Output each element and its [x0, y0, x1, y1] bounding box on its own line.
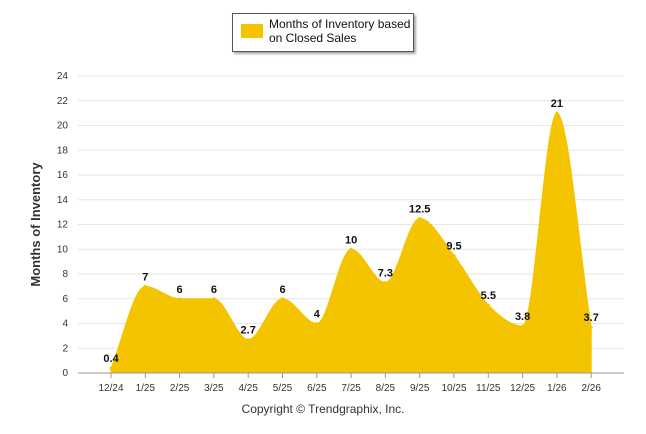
- data-label: 6: [279, 284, 285, 296]
- series-area: [109, 111, 593, 374]
- y-tick-label: 0: [62, 368, 68, 379]
- data-point: [555, 111, 559, 115]
- y-tick-label: 10: [57, 244, 69, 255]
- y-tick-label: 18: [57, 145, 69, 156]
- data-point: [418, 216, 422, 220]
- data-point: [178, 297, 182, 301]
- data-label: 21: [551, 98, 563, 110]
- data-label: 6: [177, 284, 183, 296]
- y-tick-label: 20: [57, 121, 69, 132]
- data-point: [521, 324, 525, 328]
- y-tick-label: 12: [57, 220, 69, 231]
- x-tick-label: 12/24: [98, 383, 123, 394]
- x-tick-label: 9/25: [410, 383, 430, 394]
- copyright-text: Copyright © Trendgraphix, Inc.: [241, 402, 405, 416]
- legend-label: Months of Inventory based on Closed Sale…: [269, 17, 411, 45]
- x-tick-label: 6/25: [307, 383, 327, 394]
- data-label: 6: [211, 284, 217, 296]
- data-point: [486, 303, 490, 307]
- data-label: 9.5: [446, 240, 461, 252]
- x-tick-label: 10/25: [441, 383, 466, 394]
- x-tick-label: 1/26: [547, 383, 567, 394]
- data-point: [315, 322, 319, 325]
- data-label: 7: [142, 271, 148, 283]
- legend: Months of Inventory based on Closed Sale…: [232, 13, 414, 52]
- x-tick-label: 11/25: [476, 383, 501, 394]
- x-tick-label: 2/26: [581, 383, 601, 394]
- x-tick-label: 8/25: [376, 383, 396, 394]
- data-label: 7.3: [378, 268, 393, 280]
- data-point: [212, 297, 216, 301]
- x-tick-label: 12/25: [510, 383, 535, 394]
- data-point: [349, 247, 353, 251]
- data-label: 0.4: [103, 353, 119, 365]
- legend-swatch: [241, 24, 263, 38]
- y-tick-label: 6: [62, 294, 68, 305]
- y-tick-label: 8: [62, 269, 68, 280]
- data-label: 5.5: [481, 290, 496, 302]
- x-tick-label: 5/25: [273, 383, 293, 394]
- x-tick-label: 3/25: [204, 383, 224, 394]
- data-label: 10: [345, 234, 357, 246]
- y-tick-label: 4: [62, 319, 68, 330]
- data-point: [143, 284, 147, 288]
- data-point: [281, 297, 284, 301]
- y-tick-label: 22: [57, 96, 69, 107]
- data-labels: 0.4 7 6 6 2.7 6 4 10 7.3 12.5 9.5 5.5 3.8 21 3.7: [103, 98, 598, 365]
- x-tick-label: 1/25: [136, 383, 156, 394]
- y-tick-label: 16: [57, 170, 69, 181]
- x-tick-label: 4/25: [238, 383, 258, 394]
- data-label: 4: [314, 309, 321, 321]
- data-label: 12.5: [409, 203, 430, 215]
- data-point: [452, 253, 456, 257]
- y-tick-label: 2: [62, 343, 68, 354]
- y-axis-title: Months of Inventory: [28, 162, 43, 287]
- x-tick-label: 7/25: [341, 383, 361, 394]
- x-tick-label: 2/25: [170, 383, 190, 394]
- data-label: 3.8: [515, 311, 530, 323]
- data-point: [109, 366, 113, 370]
- data-label: 2.7: [241, 325, 256, 337]
- y-tick-label: 24: [57, 71, 69, 82]
- data-point: [383, 281, 387, 285]
- y-tick-label: 14: [57, 195, 69, 206]
- data-label: 3.7: [584, 312, 599, 324]
- series-area-path: [110, 112, 592, 374]
- data-point: [589, 325, 593, 329]
- data-point: [246, 338, 250, 342]
